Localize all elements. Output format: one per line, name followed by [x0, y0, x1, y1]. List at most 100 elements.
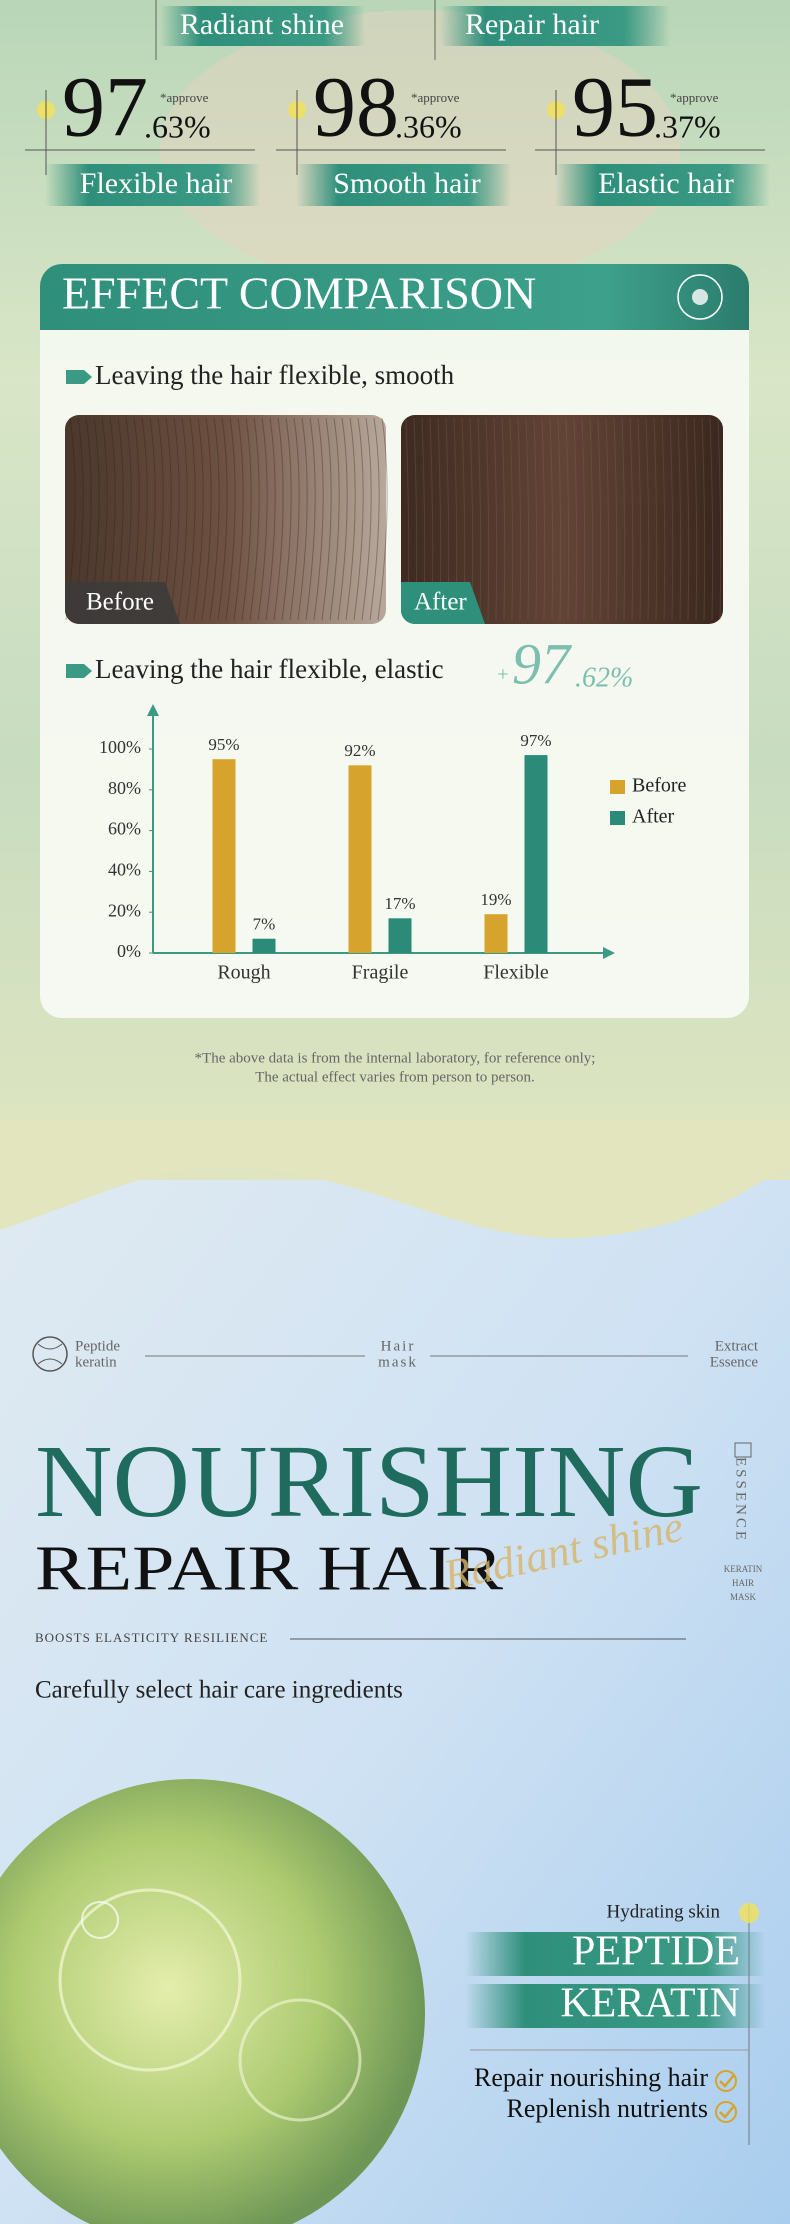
strand: [613, 417, 618, 621]
label-box: [65, 582, 180, 624]
strand: [281, 417, 292, 621]
strand: [581, 417, 586, 621]
bubble-ring: [58, 1888, 242, 2072]
stat-label: Elastic hair: [598, 167, 734, 200]
badge: [677, 274, 723, 320]
strand: [693, 417, 698, 621]
strand: [621, 417, 626, 621]
strand: [557, 417, 562, 621]
y-tick-label: 60%: [108, 819, 141, 839]
y-tick-label: 20%: [108, 900, 141, 920]
ingredient-name: KERATIN: [560, 1981, 740, 2027]
point: Leaving the hair flexible, smooth: [95, 360, 455, 390]
tag-band: [440, 6, 670, 46]
benefit: Repair nourishing hair: [474, 2063, 708, 2092]
footnote: The actual effect varies from person to …: [255, 1069, 535, 1085]
strand: [493, 417, 498, 621]
strand: [201, 417, 212, 621]
tag-band: [160, 6, 365, 46]
strand: [297, 417, 308, 621]
note: Hydrating skin: [607, 1901, 721, 1922]
stat-label: Flexible hair: [80, 167, 232, 200]
strand: [501, 417, 506, 621]
strand: [565, 417, 570, 621]
strand: [225, 417, 236, 621]
strand: [289, 417, 300, 621]
intro-tag: Hair: [381, 1338, 416, 1354]
value-label: 97%: [520, 731, 551, 750]
stat-note: *approve: [160, 90, 209, 105]
strand: [637, 417, 642, 621]
strand: [337, 417, 348, 621]
strand: [509, 417, 514, 621]
side-small: KERATIN: [724, 1564, 763, 1574]
x-tick-label: Flexible: [483, 962, 549, 984]
strand: [329, 417, 340, 621]
bullet: [66, 370, 92, 384]
card-header: [40, 264, 749, 330]
stat-fraction: .36%: [395, 108, 462, 144]
name-band: [465, 1932, 765, 1976]
strand: [629, 417, 634, 621]
legend-swatch: [610, 780, 625, 794]
highlight: 97: [512, 631, 572, 696]
bullet: [66, 664, 92, 678]
tag: Repair hair: [465, 8, 599, 41]
photo-label: After: [414, 589, 467, 616]
stat-fraction: .63%: [144, 108, 211, 144]
subheadline: REPAIR HAIR: [35, 1533, 503, 1604]
strand: [701, 417, 706, 621]
strand: [177, 417, 188, 621]
side-small: MASK: [730, 1592, 757, 1602]
intro-tag: Essence: [710, 1354, 759, 1370]
stat-fraction: .37%: [654, 108, 721, 144]
stat-note: *approve: [411, 90, 460, 105]
check: [715, 2070, 737, 2092]
bubble-ring: [81, 1901, 119, 1939]
point: Leaving the hair flexible, elastic: [95, 654, 444, 684]
strand: [645, 417, 650, 621]
highlight: .62%: [575, 662, 633, 693]
strand: [321, 417, 332, 621]
label-box: [401, 582, 485, 624]
bar: [348, 765, 372, 953]
bar: [388, 918, 412, 953]
stat-whole: 98: [313, 59, 399, 155]
wave: [0, 1120, 790, 1239]
legend-label: Before: [632, 775, 687, 797]
headline: NOURISHING: [35, 1424, 703, 1539]
strand: [377, 417, 388, 621]
strand: [549, 417, 554, 621]
intro-tag: mask: [378, 1354, 418, 1370]
value-label: 92%: [344, 741, 375, 760]
axis-arrow: [147, 704, 159, 716]
strand: [345, 417, 356, 621]
strand: [241, 417, 252, 621]
bar: [484, 914, 508, 953]
value-label: 19%: [480, 890, 511, 909]
strand: [361, 417, 372, 621]
card-title: EFFECT COMPARISON: [62, 268, 536, 319]
strand: [669, 417, 674, 621]
strand: [661, 417, 666, 621]
strand: [193, 417, 204, 621]
tag: Radiant shine: [180, 8, 344, 41]
bar: [212, 759, 236, 953]
y-tick-label: 0%: [117, 941, 141, 961]
name-band: [465, 1984, 765, 2028]
strand: [533, 417, 538, 621]
side-small: HAIR: [732, 1578, 754, 1588]
check: [719, 2105, 735, 2119]
intro-tag: Extract: [715, 1338, 759, 1354]
y-tick-label: 80%: [108, 778, 141, 798]
strand: [233, 417, 244, 621]
stat-label: Smooth hair: [333, 167, 481, 200]
intro-tag: keratin: [75, 1354, 117, 1370]
x-tick-label: Rough: [217, 962, 270, 984]
strand: [573, 417, 578, 621]
axis-arrow: [603, 947, 615, 959]
strand: [217, 417, 228, 621]
check: [719, 2074, 735, 2088]
